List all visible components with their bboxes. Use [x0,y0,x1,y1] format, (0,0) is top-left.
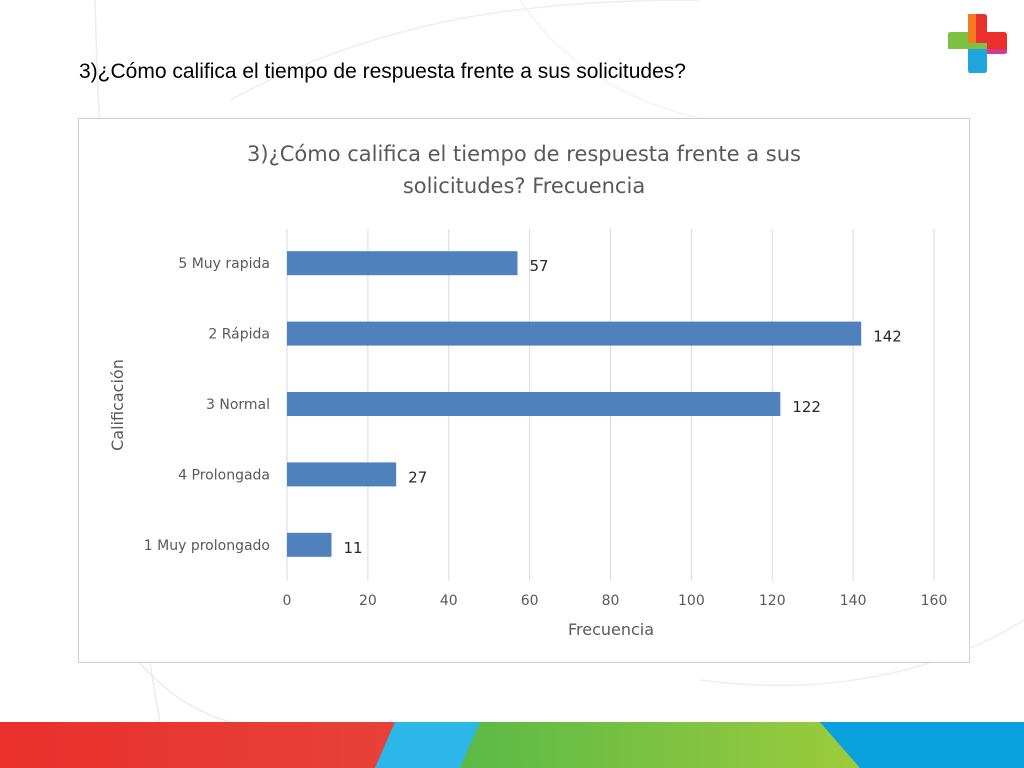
x-tick-label: 160 [921,593,948,609]
bar [287,462,397,487]
chart-title-line: solicitudes? Frecuencia [403,174,645,198]
data-label: 57 [529,257,548,275]
data-label: 142 [873,328,902,346]
chart-container: 3)¿Cómo califica el tiempo de respuesta … [78,118,970,663]
y-axis-title: Calificación [108,359,127,451]
category-label: 1 Muy prolongado [144,538,270,554]
bar [287,321,862,346]
bar [287,392,781,416]
category-label: 5 Muy rapida [178,256,270,272]
medical-cross-icon [948,14,1007,73]
category-label: 2 Rápida [208,327,270,343]
frequency-bar-chart: 3)¿Cómo califica el tiempo de respuesta … [108,142,948,639]
x-tick-label: 120 [759,593,786,609]
bar [287,532,332,557]
footer-color-band [0,722,1024,768]
x-axis-title: Frecuencia [568,620,654,639]
data-label: 27 [408,468,427,486]
category-label: 4 Prolongada [178,467,270,483]
x-tick-label: 60 [521,593,539,609]
chart-title-line: 3)¿Cómo califica el tiempo de respuesta … [247,142,801,166]
x-tick-label: 140 [840,593,867,609]
x-tick-label: 80 [602,593,620,609]
category-label: 3 Normal [206,397,270,413]
data-label: 11 [343,539,362,557]
data-label: 122 [792,398,821,416]
x-tick-label: 100 [678,593,705,609]
x-tick-label: 40 [440,593,458,609]
bar [287,251,518,276]
x-tick-label: 20 [359,593,377,609]
slide-title: 3)¿Cómo califica el tiempo de respuesta … [79,60,686,83]
x-tick-label: 0 [283,593,292,609]
